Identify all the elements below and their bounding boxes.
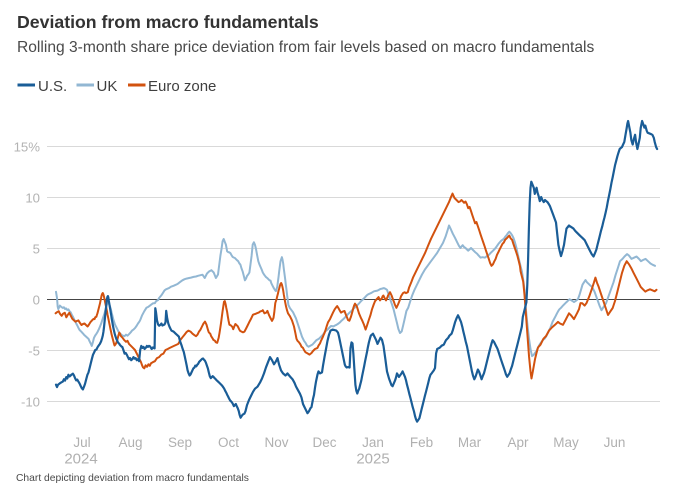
svg-text:Euro zone: Euro zone — [148, 78, 216, 95]
svg-text:10: 10 — [25, 191, 40, 206]
svg-text:Jul: Jul — [73, 435, 90, 450]
svg-text:Oct: Oct — [218, 435, 239, 450]
svg-text:0: 0 — [33, 293, 40, 308]
svg-text:-5: -5 — [28, 344, 40, 359]
svg-text:Mar: Mar — [458, 435, 482, 450]
svg-text:-10: -10 — [21, 395, 40, 410]
svg-text:Rolling 3-month share price de: Rolling 3-month share price deviation fr… — [17, 39, 594, 56]
svg-text:2024: 2024 — [64, 451, 97, 468]
svg-text:Feb: Feb — [410, 435, 433, 450]
svg-text:Dec: Dec — [312, 435, 336, 450]
svg-text:Nov: Nov — [264, 435, 288, 450]
svg-text:Sep: Sep — [168, 435, 192, 450]
svg-text:Jun: Jun — [604, 435, 626, 450]
svg-text:Aug: Aug — [118, 435, 142, 450]
svg-text:U.S.: U.S. — [38, 78, 67, 95]
svg-text:Jan: Jan — [362, 435, 384, 450]
svg-text:2025: 2025 — [356, 451, 389, 468]
svg-text:Chart depicting deviation from: Chart depicting deviation from macro fun… — [16, 473, 249, 484]
svg-text:5: 5 — [33, 242, 40, 257]
svg-text:UK: UK — [97, 78, 118, 95]
svg-text:Deviation from macro fundament: Deviation from macro fundamentals — [17, 12, 319, 32]
svg-text:May: May — [553, 435, 579, 450]
svg-text:Apr: Apr — [507, 435, 529, 450]
svg-text:15%: 15% — [14, 140, 41, 155]
